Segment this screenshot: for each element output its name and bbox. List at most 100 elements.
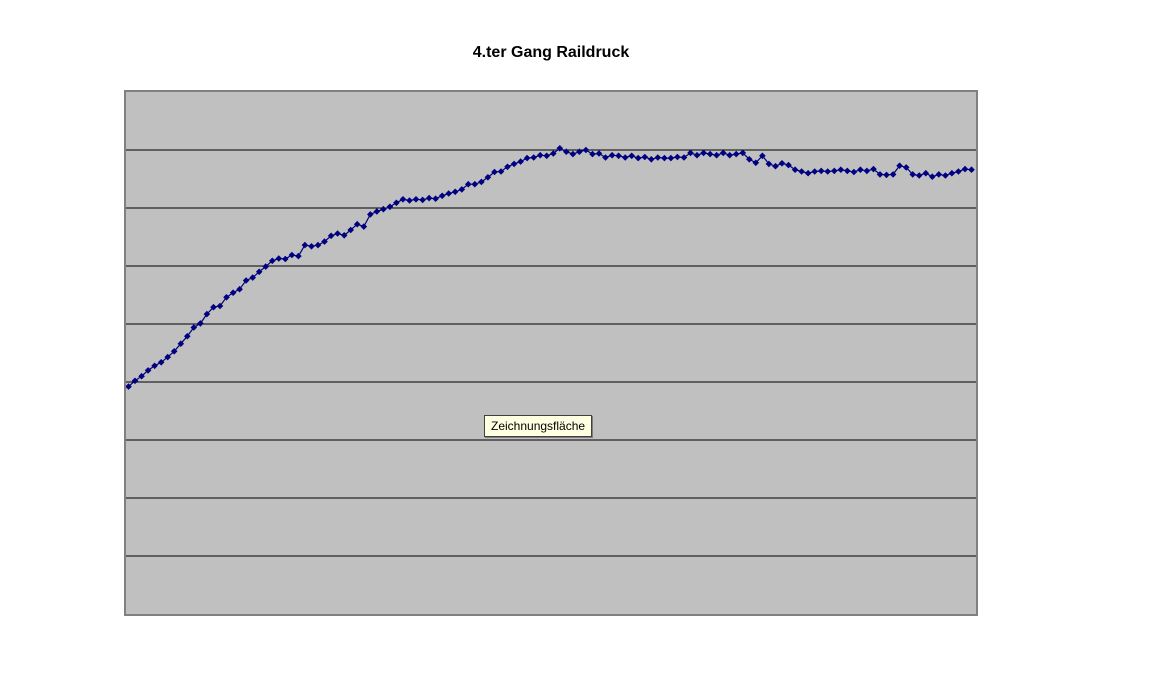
data-point-marker[interactable]: [445, 190, 452, 197]
data-point-marker[interactable]: [282, 255, 289, 263]
data-point-marker[interactable]: [131, 377, 139, 385]
data-point-marker[interactable]: [752, 159, 760, 167]
data-point-marker[interactable]: [706, 150, 714, 158]
data-point-marker[interactable]: [497, 168, 505, 175]
data-point-marker[interactable]: [772, 162, 779, 170]
data-point-marker[interactable]: [700, 149, 707, 157]
data-point-marker[interactable]: [523, 154, 531, 162]
data-point-marker[interactable]: [249, 274, 256, 281]
data-point-marker[interactable]: [126, 383, 132, 390]
data-point-marker[interactable]: [295, 252, 302, 260]
data-point-marker[interactable]: [360, 223, 368, 230]
data-point-marker[interactable]: [373, 208, 381, 215]
data-point-marker[interactable]: [367, 211, 374, 218]
data-point-marker[interactable]: [543, 152, 550, 160]
data-point-marker[interactable]: [576, 148, 583, 155]
data-point-marker[interactable]: [536, 151, 544, 159]
data-point-marker[interactable]: [589, 150, 596, 158]
data-point-marker[interactable]: [327, 232, 335, 240]
data-point-marker[interactable]: [817, 167, 825, 175]
data-point-marker[interactable]: [438, 192, 446, 200]
data-point-marker[interactable]: [242, 277, 250, 284]
data-point-marker[interactable]: [393, 199, 400, 207]
data-point-marker[interactable]: [824, 168, 831, 175]
data-point-marker[interactable]: [255, 268, 263, 276]
data-point-marker[interactable]: [471, 180, 479, 188]
data-point-marker[interactable]: [876, 171, 884, 178]
data-point-marker[interactable]: [550, 150, 557, 157]
data-point-marker[interactable]: [889, 171, 897, 178]
data-point-marker[interactable]: [726, 151, 733, 159]
data-point-marker[interactable]: [837, 166, 845, 173]
data-point-marker[interactable]: [491, 168, 498, 176]
data-point-marker[interactable]: [674, 153, 681, 161]
data-point-marker[interactable]: [412, 196, 420, 203]
plot-area[interactable]: [124, 90, 978, 616]
data-point-marker[interactable]: [608, 151, 616, 159]
data-point-marker[interactable]: [236, 285, 243, 293]
data-point-marker[interactable]: [641, 153, 649, 161]
data-point-marker[interactable]: [693, 151, 701, 159]
data-point-marker[interactable]: [321, 238, 328, 245]
data-point-marker[interactable]: [915, 172, 923, 179]
data-point-marker[interactable]: [909, 171, 916, 178]
data-point-marker[interactable]: [798, 168, 805, 175]
data-point-marker[interactable]: [634, 154, 642, 162]
data-point-marker[interactable]: [569, 150, 577, 158]
data-point-marker[interactable]: [197, 320, 204, 327]
data-point-marker[interactable]: [831, 167, 838, 175]
data-point-marker[interactable]: [229, 289, 237, 296]
data-point-marker[interactable]: [308, 243, 315, 250]
data-point-marker[interactable]: [425, 194, 433, 202]
data-point-marker[interactable]: [458, 186, 466, 193]
data-point-marker[interactable]: [870, 165, 877, 173]
data-point-marker[interactable]: [778, 160, 786, 167]
data-point-marker[interactable]: [739, 149, 747, 157]
data-point-marker[interactable]: [628, 152, 635, 160]
data-point-marker[interactable]: [510, 160, 518, 168]
data-point-marker[interactable]: [863, 167, 871, 175]
data-point-marker[interactable]: [667, 154, 675, 162]
data-point-marker[interactable]: [353, 220, 361, 228]
data-point-marker[interactable]: [340, 232, 348, 239]
series-line[interactable]: [128, 147, 972, 388]
data-point-marker[interactable]: [275, 255, 283, 262]
data-point-marker[interactable]: [177, 340, 185, 347]
data-point-marker[interactable]: [654, 154, 662, 161]
data-point-marker[interactable]: [216, 302, 224, 310]
data-point-marker[interactable]: [968, 166, 975, 173]
data-point-marker[interactable]: [615, 152, 622, 160]
data-point-marker[interactable]: [648, 156, 655, 163]
data-point-marker[interactable]: [556, 145, 564, 152]
data-point-marker[interactable]: [948, 169, 956, 177]
data-point-marker[interactable]: [844, 167, 851, 175]
data-point-marker[interactable]: [621, 154, 629, 161]
data-point-marker[interactable]: [432, 195, 439, 202]
data-point-marker[interactable]: [269, 257, 276, 265]
data-point-marker[interactable]: [713, 151, 720, 159]
data-point-marker[interactable]: [955, 168, 962, 175]
data-point-marker[interactable]: [961, 165, 969, 173]
data-point-marker[interactable]: [942, 172, 949, 179]
data-point-marker[interactable]: [262, 263, 269, 270]
data-point-marker[interactable]: [661, 154, 668, 162]
data-point-marker[interactable]: [595, 150, 603, 157]
data-point-marker[interactable]: [687, 149, 694, 157]
data-point-marker[interactable]: [929, 173, 936, 180]
data-point-marker[interactable]: [732, 150, 740, 158]
data-point-marker[interactable]: [765, 160, 773, 168]
data-point-marker[interactable]: [680, 154, 688, 161]
data-point-marker[interactable]: [804, 169, 812, 177]
data-point-marker[interactable]: [857, 166, 864, 173]
data-point-marker[interactable]: [922, 169, 930, 177]
data-point-marker[interactable]: [850, 168, 858, 176]
data-point-marker[interactable]: [399, 196, 407, 203]
data-point-marker[interactable]: [451, 188, 459, 196]
data-point-marker[interactable]: [582, 146, 590, 154]
data-point-marker[interactable]: [883, 171, 890, 179]
data-point-marker[interactable]: [380, 205, 387, 213]
data-point-marker[interactable]: [314, 241, 322, 249]
data-point-marker[interactable]: [223, 294, 230, 301]
data-point-marker[interactable]: [301, 241, 309, 249]
data-point-marker[interactable]: [419, 196, 426, 204]
